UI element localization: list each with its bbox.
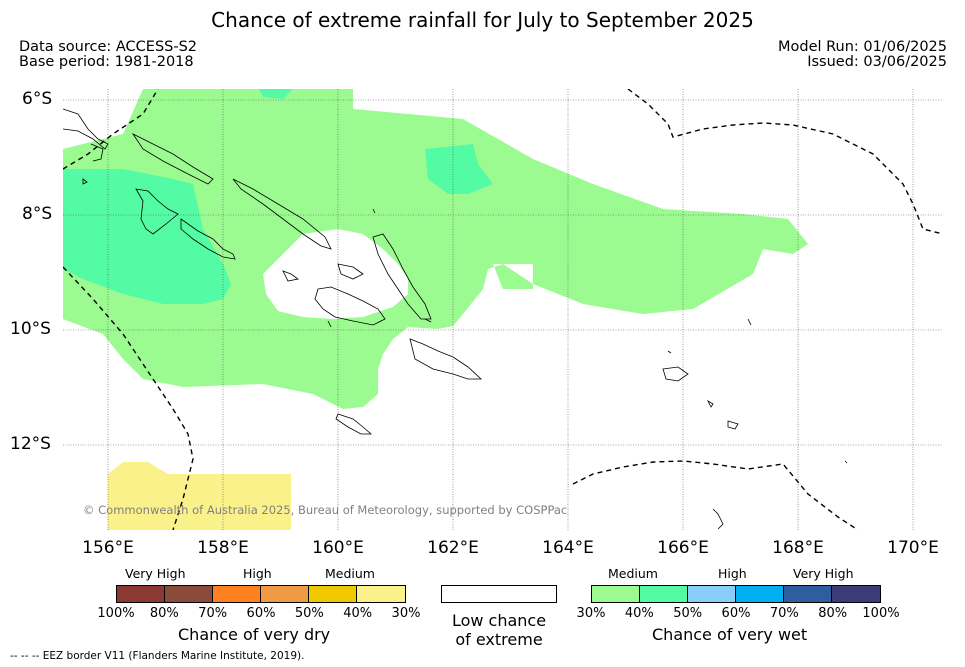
wet-tick-1: 40%	[624, 606, 654, 621]
low-chance-swatch	[441, 585, 557, 603]
dry-level-very-high: Very High	[125, 566, 186, 581]
wet-tick-2: 50%	[673, 606, 703, 621]
eez-borders	[63, 89, 943, 530]
data-info: Data source: ACCESS-S2 Base period: 1981…	[19, 40, 197, 70]
copyright-notice: © Commonwealth of Australia 2025, Bureau…	[83, 503, 568, 517]
wet-tick-6: 100%	[862, 606, 900, 621]
lon-label-156e: 156°E	[82, 538, 134, 558]
wet-swatch-2	[688, 586, 736, 602]
dry-tick-0: 100%	[97, 606, 135, 621]
medium-dry-region	[108, 462, 291, 530]
run-info: Model Run: 01/06/2025 Issued: 03/06/2025	[778, 40, 947, 70]
data-source: Data source: ACCESS-S2	[19, 39, 198, 55]
high-wet-region	[63, 89, 493, 304]
medium-wet-region	[63, 89, 808, 409]
dry-swatch-2	[213, 586, 261, 602]
lon-label-168e: 168°E	[772, 538, 824, 558]
wet-level-medium: Medium	[608, 566, 658, 581]
wet-tick-5: 80%	[818, 606, 848, 621]
wet-tick-3: 60%	[721, 606, 751, 621]
eez-footnote: -- -- -- EEZ border V11 (Flanders Marine…	[10, 650, 305, 662]
lon-label-162e: 162°E	[427, 538, 479, 558]
lon-label-166e: 166°E	[657, 538, 709, 558]
base-period: Base period: 1981-2018	[19, 54, 194, 70]
wet-colorbar	[591, 585, 881, 603]
low-chance-line1: Low chance	[451, 611, 547, 630]
dry-tick-1: 80%	[149, 606, 179, 621]
wet-tick-0: 30%	[576, 606, 606, 621]
wet-level-very-high: Very High	[793, 566, 854, 581]
wet-swatch-4	[784, 586, 832, 602]
dry-swatch-4	[309, 586, 357, 602]
lat-label-12s: 12°S	[10, 434, 51, 454]
wet-swatch-0	[592, 586, 640, 602]
coastlines	[63, 108, 848, 530]
rainfall-map	[63, 89, 943, 530]
wet-ticks: 30% 40% 50% 60% 70% 80% 100%	[571, 606, 901, 622]
dry-tick-6: 30%	[391, 606, 421, 621]
lon-label-164e: 164°E	[542, 538, 594, 558]
dry-level-high: High	[243, 566, 272, 581]
low-chance-caption: Low chance of extreme	[441, 611, 557, 649]
dry-tick-5: 40%	[343, 606, 373, 621]
gridlines	[63, 89, 943, 530]
lon-label-160e: 160°E	[312, 538, 364, 558]
dry-swatch-3	[261, 586, 309, 602]
wet-swatch-3	[736, 586, 784, 602]
issued-date: Issued: 03/06/2025	[807, 54, 947, 70]
lon-label-158e: 158°E	[197, 538, 249, 558]
lat-label-8s: 8°S	[22, 204, 53, 224]
lat-label-6s: 6°S	[22, 89, 53, 109]
wet-level-high: High	[718, 566, 747, 581]
dry-swatch-0	[117, 586, 165, 602]
dry-swatch-1	[165, 586, 213, 602]
wet-swatch-1	[640, 586, 688, 602]
wet-tick-4: 70%	[769, 606, 799, 621]
dry-ticks: 100% 80% 70% 60% 50% 40% 30%	[96, 606, 426, 622]
dry-tick-2: 70%	[198, 606, 228, 621]
dry-colorbar	[116, 585, 406, 603]
dry-level-medium: Medium	[325, 566, 375, 581]
wet-swatch-5	[832, 586, 880, 602]
wet-caption: Chance of very wet	[652, 625, 808, 644]
dry-caption: Chance of very dry	[178, 625, 331, 644]
lon-label-170e: 170°E	[887, 538, 939, 558]
low-chance-line2: of extreme	[455, 630, 543, 649]
lat-label-10s: 10°S	[10, 319, 51, 339]
dry-swatch-5	[357, 586, 405, 602]
dry-tick-4: 50%	[294, 606, 324, 621]
map-title: Chance of extreme rainfall for July to S…	[211, 8, 754, 32]
dry-tick-3: 60%	[246, 606, 276, 621]
model-run: Model Run: 01/06/2025	[777, 39, 947, 55]
